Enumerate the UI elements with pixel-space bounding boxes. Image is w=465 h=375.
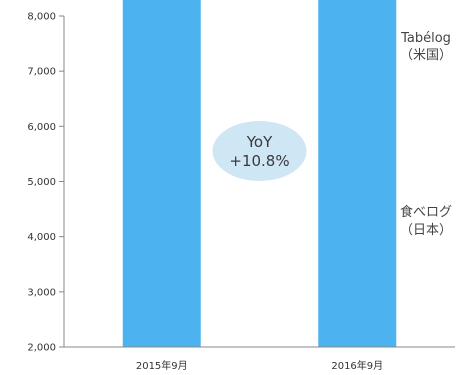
series-label-us: Tabélog （米国） (400, 31, 452, 63)
y-axis: 2,000 3,000 4,000 5,000 6,000 7,000 8,000 (27, 12, 65, 354)
x-category-label: 2015年9月 (136, 359, 188, 372)
series-label-line: （米国） (400, 48, 452, 63)
y-tick-label: 2,000 (27, 343, 56, 354)
x-category-label: 2016年9月 (331, 359, 383, 372)
y-tick-label: 6,000 (27, 122, 56, 133)
yoy-title: YoY (246, 133, 273, 151)
yoy-ellipse (212, 121, 307, 181)
bar-segment-japan (122, 0, 201, 347)
x-axis: 2015年9月 2016年9月 (64, 346, 455, 372)
bars (122, 0, 397, 347)
y-tick-label: 8,000 (27, 12, 56, 23)
series-label-line: Tabélog (400, 31, 451, 46)
series-label-line: 食べログ (400, 204, 452, 220)
bar-segment-japan (318, 0, 397, 347)
series-label-japan: 食べログ （日本） (400, 204, 452, 238)
y-tick-label: 3,000 (27, 287, 56, 298)
yoy-value: +10.8% (229, 152, 289, 170)
y-tick-label: 5,000 (27, 177, 56, 188)
y-tick-label: 4,000 (27, 232, 56, 243)
series-label-line: （日本） (400, 223, 452, 238)
yoy-annotation: YoY+10.8% (212, 121, 307, 181)
y-tick-label: 7,000 (27, 67, 56, 78)
labels: 6,8917,632YoY+10.8%Tabélog（米国）食べログ（日本） (212, 31, 452, 238)
